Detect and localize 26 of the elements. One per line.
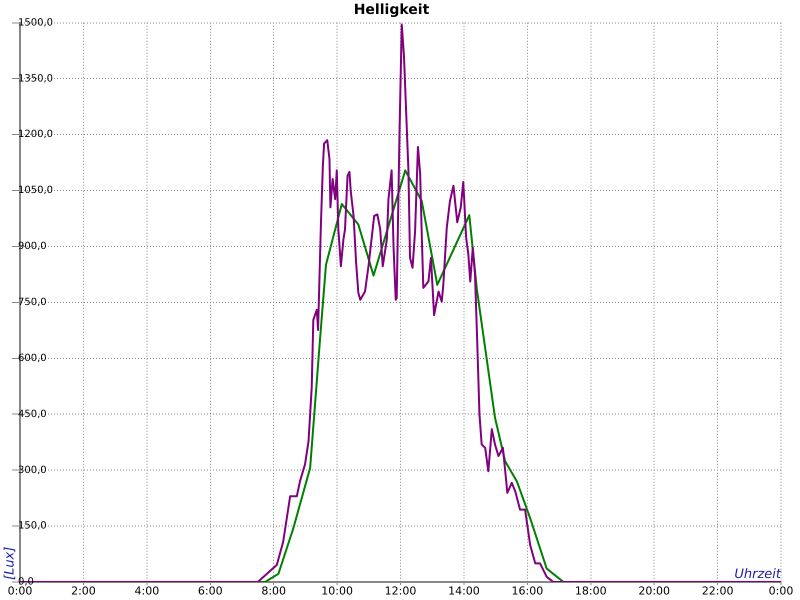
chart-title: Helligkeit xyxy=(354,2,430,18)
x-tick-label: 16:00 xyxy=(511,584,544,598)
x-tick-label: 10:00 xyxy=(321,584,353,598)
x-tick-label: 22:00 xyxy=(702,584,734,598)
y-tick-label: 150,0 xyxy=(18,520,47,532)
x-tick-label: 8:00 xyxy=(261,584,286,598)
x-tick-label: 12:00 xyxy=(384,584,416,598)
y-tick-label: 900,0 xyxy=(18,241,47,252)
y-tick-label: 1050,0 xyxy=(18,185,53,196)
y-tick-label: 1350,0 xyxy=(18,73,53,84)
y-tick-label: 1200,0 xyxy=(18,129,53,140)
x-tick-label: 0:00 xyxy=(8,584,32,598)
y-tick-label: 450,0 xyxy=(18,408,47,420)
x-tick-label: 6:00 xyxy=(198,584,223,598)
y-tick-label: 750,0 xyxy=(18,296,47,308)
x-axis-title: Uhrzeit xyxy=(734,566,782,582)
y-tick-label: 600,0 xyxy=(18,352,47,364)
x-tick-label: 18:00 xyxy=(574,584,607,598)
x-tick-label: 0:00 xyxy=(768,584,794,598)
x-tick-label: 14:00 xyxy=(448,584,480,598)
x-tick-label: 4:00 xyxy=(134,584,160,598)
y-tick-label: 300,0 xyxy=(18,464,47,476)
y-axis-title: [Lux] xyxy=(2,546,18,580)
x-tick-label: 2:00 xyxy=(71,584,96,598)
x-tick-label: 20:00 xyxy=(638,584,670,598)
y-tick-label: 1500,0 xyxy=(18,17,53,28)
